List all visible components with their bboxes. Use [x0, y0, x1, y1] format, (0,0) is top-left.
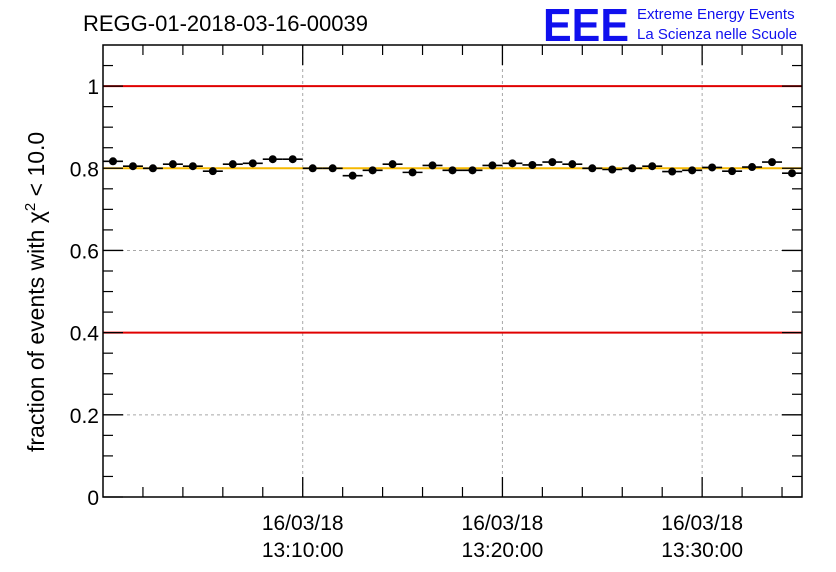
- data-marker: [248, 159, 257, 168]
- data-marker: [408, 168, 417, 177]
- x-tick-date: 16/03/18: [262, 512, 344, 535]
- data-marker: [468, 166, 477, 175]
- data-point: [742, 163, 763, 172]
- data-marker: [228, 160, 237, 169]
- data-marker: [668, 167, 677, 176]
- data-point: [262, 155, 283, 164]
- data-marker: [428, 161, 437, 170]
- logo-line-2: La Scienza nelle Scuole: [637, 26, 797, 43]
- data-points: [103, 155, 802, 180]
- x-tick-date: 16/03/18: [661, 512, 743, 535]
- data-marker: [628, 164, 637, 173]
- data-point: [482, 161, 503, 170]
- data-marker: [328, 164, 337, 173]
- data-point: [242, 159, 263, 168]
- data-marker: [368, 166, 377, 175]
- data-point: [582, 164, 603, 173]
- data-marker: [108, 157, 117, 166]
- data-marker: [788, 169, 797, 178]
- chart-title: REGG-01-2018-03-16-00039: [83, 11, 368, 36]
- data-point: [282, 155, 303, 164]
- y-tick-label: 1: [87, 76, 99, 99]
- data-marker: [508, 159, 517, 168]
- data-point: [322, 164, 343, 173]
- y-axis-label-exponent: 2: [22, 203, 39, 211]
- data-point: [362, 166, 383, 175]
- data-point: [122, 162, 143, 171]
- y-axis-ticks: 0 0.2 0.4 0.6 0.8 1: [70, 64, 802, 510]
- data-point: [622, 164, 643, 173]
- data-marker: [568, 160, 577, 169]
- data-point: [722, 167, 743, 176]
- y-tick-label: 0.6: [70, 240, 99, 263]
- data-marker: [288, 155, 297, 164]
- logo-mark: EEE: [543, 0, 629, 51]
- y-tick-label: 0: [87, 487, 99, 510]
- plot-frame: [102, 44, 803, 498]
- data-marker: [648, 162, 657, 171]
- data-point: [662, 167, 683, 176]
- data-marker: [268, 155, 277, 164]
- data-marker: [728, 167, 737, 176]
- data-point: [462, 166, 483, 175]
- x-tick-time: 13:20:00: [462, 539, 544, 562]
- y-axis-label-text: fraction of events with χ: [23, 211, 49, 452]
- data-marker: [748, 163, 757, 172]
- x-tick-date: 16/03/18: [462, 512, 544, 535]
- x-tick-time: 13:10:00: [262, 539, 344, 562]
- data-marker: [688, 166, 697, 175]
- data-point: [142, 164, 163, 173]
- data-marker: [448, 166, 457, 175]
- data-marker: [528, 160, 537, 169]
- data-marker: [148, 164, 157, 173]
- data-point: [502, 159, 523, 168]
- data-point: [642, 162, 663, 171]
- data-point: [682, 166, 703, 175]
- x-axis-ticks: 16/03/18 13:10:00 16/03/18 13:20:00 16/03/18…: [142, 45, 783, 562]
- y-tick-label: 0.4: [70, 323, 100, 346]
- data-point: [302, 164, 323, 173]
- data-point: [782, 169, 802, 178]
- data-marker: [588, 164, 597, 173]
- data-point: [422, 161, 443, 170]
- data-point: [402, 168, 423, 177]
- data-point: [182, 162, 203, 171]
- data-marker: [308, 164, 317, 173]
- data-point: [602, 165, 623, 174]
- data-marker: [488, 161, 497, 170]
- data-point: [202, 167, 223, 176]
- data-point: [762, 158, 783, 167]
- data-marker: [128, 162, 137, 171]
- eee-logo: EEE Extreme Energy Events La Scienza nel…: [543, 0, 797, 51]
- data-point: [562, 160, 583, 169]
- data-marker: [168, 160, 177, 169]
- reference-lines: [103, 85, 802, 334]
- data-marker: [348, 171, 357, 180]
- data-point: [702, 163, 723, 172]
- logo-line-1: Extreme Energy Events: [637, 6, 795, 23]
- x-tick-time: 13:30:00: [661, 539, 743, 562]
- data-point: [162, 160, 183, 169]
- y-tick-label: 0.2: [70, 405, 99, 428]
- data-marker: [548, 158, 557, 167]
- data-marker: [768, 158, 777, 167]
- data-point: [442, 166, 463, 175]
- data-marker: [388, 160, 397, 169]
- y-axis-label: fraction of events with χ2 < 10.0: [22, 132, 49, 452]
- data-marker: [708, 163, 717, 172]
- data-point: [382, 160, 403, 169]
- data-marker: [208, 167, 217, 176]
- y-tick-label: 0.8: [70, 158, 99, 181]
- grid: [103, 45, 802, 497]
- data-marker: [188, 162, 197, 171]
- data-point: [522, 160, 543, 169]
- data-point: [103, 157, 123, 166]
- data-point: [542, 158, 563, 167]
- y-axis-label-condition: < 10.0: [23, 132, 49, 203]
- data-point: [222, 160, 243, 169]
- data-marker: [608, 165, 617, 174]
- data-point: [342, 171, 363, 180]
